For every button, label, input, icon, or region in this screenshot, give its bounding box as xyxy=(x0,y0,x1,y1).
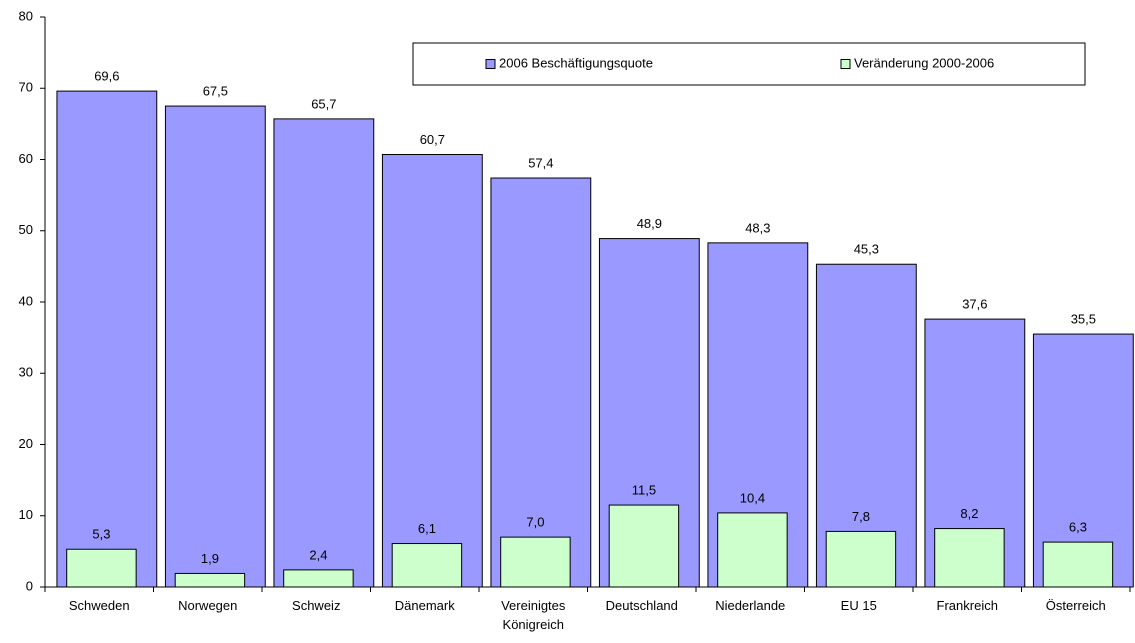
x-tick-label: Österreich xyxy=(1046,598,1106,613)
x-tick-label: Frankreich xyxy=(937,598,998,613)
x-tick-label: Niederlande xyxy=(715,598,785,613)
y-tick-label: 0 xyxy=(26,578,33,593)
value-label: 48,9 xyxy=(637,216,662,231)
bar xyxy=(66,548,137,588)
y-tick-label: 70 xyxy=(19,80,33,95)
y-tick-label: 30 xyxy=(19,365,33,380)
value-label: 35,5 xyxy=(1071,312,1096,327)
value-label: 45,3 xyxy=(854,242,879,257)
value-label: 65,7 xyxy=(311,96,336,111)
bar xyxy=(608,504,680,588)
value-label: 10,4 xyxy=(740,490,765,505)
value-label: 48,3 xyxy=(745,220,770,235)
y-tick-label: 20 xyxy=(19,436,33,451)
value-label: 8,2 xyxy=(960,506,978,521)
value-label: 5,3 xyxy=(92,527,110,542)
bar xyxy=(825,530,897,588)
x-tick-label: Norwegen xyxy=(178,598,237,613)
value-label: 67,5 xyxy=(203,84,228,99)
x-tick-label: Dänemark xyxy=(395,598,455,613)
bar xyxy=(500,536,571,588)
value-label: 37,6 xyxy=(962,297,987,312)
value-label: 69,6 xyxy=(94,69,119,84)
y-tick-label: 40 xyxy=(19,293,33,308)
value-label: 7,0 xyxy=(526,515,544,530)
x-tick-label: Vereinigtes Königreich xyxy=(501,598,566,632)
legend-swatch xyxy=(840,59,851,69)
bar xyxy=(934,528,1005,588)
value-label: 6,3 xyxy=(1069,520,1087,535)
bar xyxy=(1042,541,1114,588)
y-tick-label: 50 xyxy=(19,222,33,237)
y-tick-label: 10 xyxy=(19,507,33,522)
legend-box xyxy=(412,42,1086,86)
y-tick-label: 80 xyxy=(19,8,33,23)
value-label: 57,4 xyxy=(528,155,553,170)
value-label: 60,7 xyxy=(420,132,445,147)
legend-label: Veränderung 2000-2006 xyxy=(854,55,994,70)
bar xyxy=(391,543,463,588)
x-tick-label: EU 15 xyxy=(841,598,877,613)
value-label: 11,5 xyxy=(632,483,656,498)
legend-label: 2006 Beschäftigungsquote xyxy=(499,55,653,70)
bar xyxy=(174,572,246,588)
bar xyxy=(717,512,788,588)
value-label: 7,8 xyxy=(852,509,870,524)
bar xyxy=(283,569,354,588)
x-tick-label: Schweden xyxy=(69,598,130,613)
y-tick-label: 60 xyxy=(19,151,33,166)
bar xyxy=(273,118,375,588)
value-label: 6,1 xyxy=(418,521,436,536)
bar xyxy=(56,90,158,588)
legend-swatch xyxy=(485,59,496,69)
value-label: 2,4 xyxy=(309,547,327,562)
bar xyxy=(164,105,266,588)
value-label: 1,9 xyxy=(201,551,219,566)
x-tick-label: Schweiz xyxy=(292,598,340,613)
x-tick-label: Deutschland xyxy=(606,598,678,613)
